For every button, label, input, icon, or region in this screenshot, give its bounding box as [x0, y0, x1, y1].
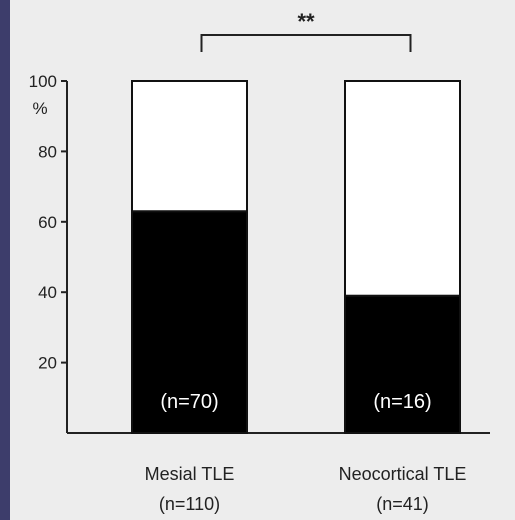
- y-tick-label: 20: [38, 354, 57, 373]
- category-label: Neocortical TLE: [339, 464, 467, 484]
- y-tick-label: 100: [29, 72, 57, 91]
- stacked-bar-chart: 20 40 60 80 100% (n=70) Mesial TLE (n=110) (n=1…: [29, 9, 490, 514]
- significance-bracket: [200, 34, 412, 52]
- y-tick-label: 60: [38, 213, 57, 232]
- bar-segment: [344, 294, 461, 434]
- significance-label: **: [297, 9, 315, 34]
- y-tick-label: 80: [38, 142, 57, 161]
- category-n-label: (n=41): [376, 494, 429, 514]
- chart-frame: 20 40 60 80 100% (n=70) Mesial TLE (n=110) (n=1…: [10, 0, 515, 520]
- bar-segment: [344, 80, 461, 297]
- bars: [131, 80, 461, 434]
- bar-segment: [131, 210, 248, 434]
- bar-count-label: (n=16): [373, 391, 431, 413]
- labels: (n=70) Mesial TLE (n=110) (n=16) Neocortical…: [145, 9, 467, 514]
- bar-count-label: (n=70): [160, 391, 218, 413]
- category-n-label: (n=110): [159, 494, 220, 514]
- bar-segment: [131, 80, 248, 213]
- y-unit-label: %: [32, 99, 47, 118]
- y-tick-label: 40: [38, 283, 57, 302]
- category-label: Mesial TLE: [145, 464, 235, 484]
